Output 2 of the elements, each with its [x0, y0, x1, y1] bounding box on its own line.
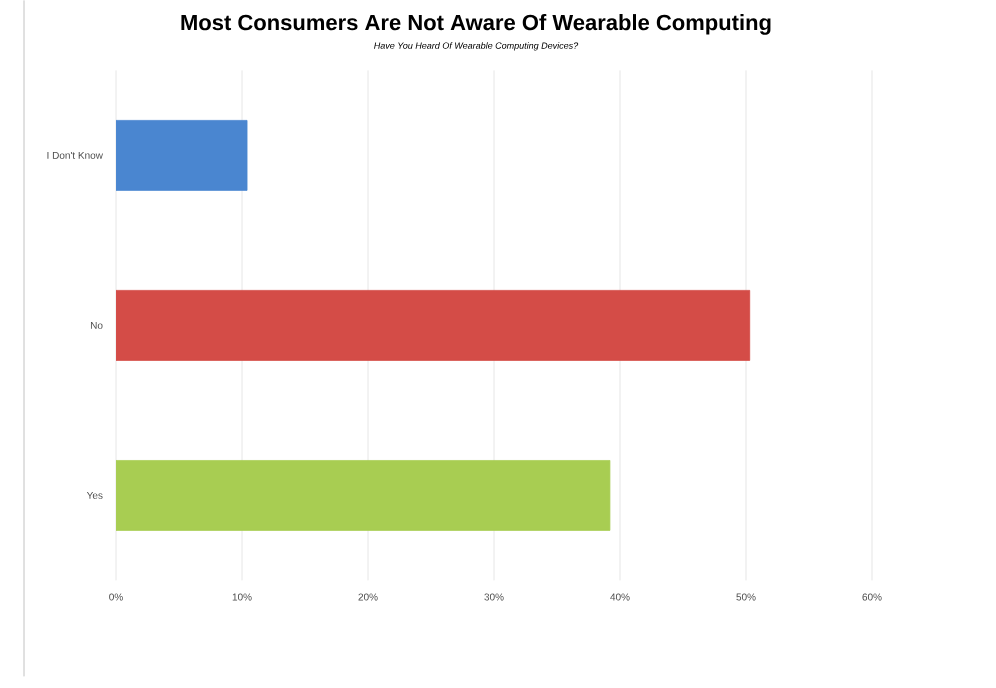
chart-title: Most Consumers Are Not Aware Of Wearable Computing — [181, 13, 771, 35]
bar — [116, 289, 751, 361]
